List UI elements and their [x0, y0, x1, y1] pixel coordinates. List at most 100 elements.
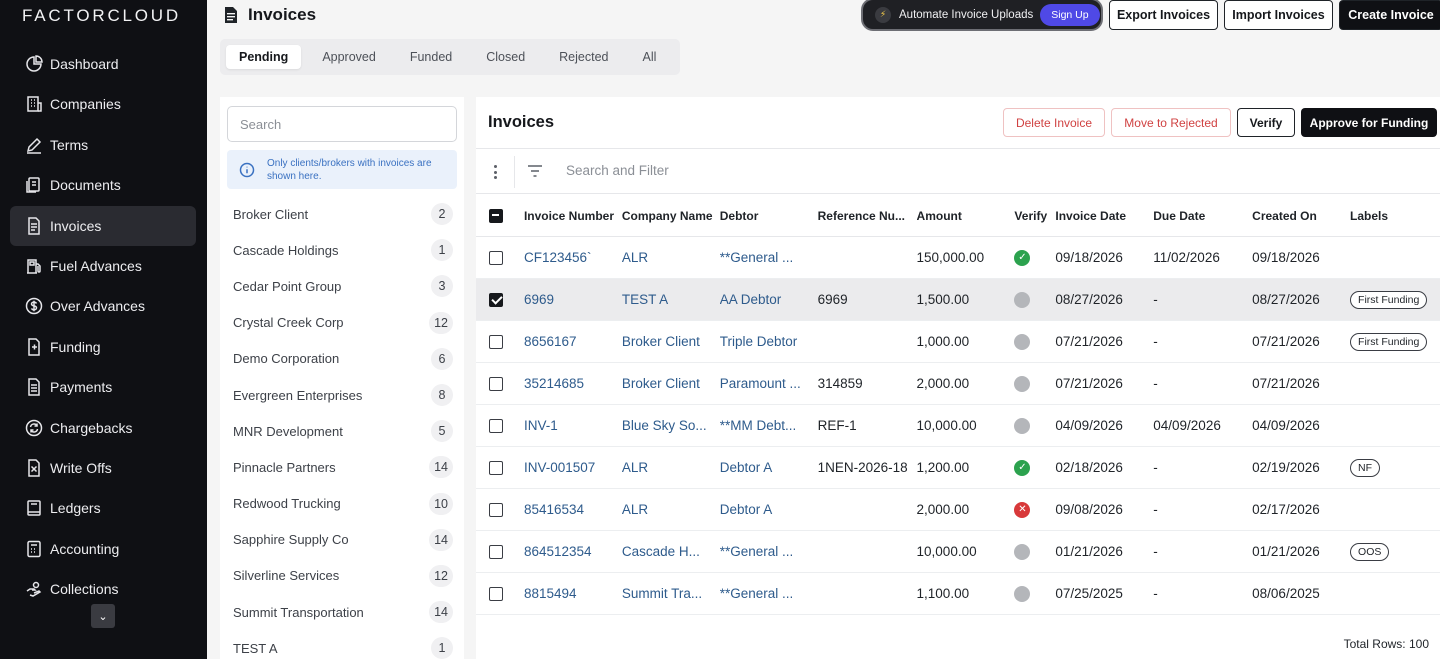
more-vertical-icon[interactable]: [490, 163, 500, 181]
company-name-link[interactable]: TEST A: [621, 292, 669, 307]
column-header[interactable]: Debtor: [719, 208, 759, 223]
invoice-number-link[interactable]: 8815494: [523, 586, 577, 601]
company-name-link[interactable]: Broker Client: [621, 334, 700, 349]
client-list-item[interactable]: Cedar Point Group 3: [220, 268, 464, 304]
label-chip[interactable]: First Funding: [1350, 332, 1428, 351]
company-name-link[interactable]: Summit Tra...: [621, 586, 703, 601]
row-checkbox[interactable]: [489, 460, 503, 475]
invoice-number-link[interactable]: 864512354: [523, 544, 592, 559]
label-chip[interactable]: NF: [1350, 458, 1381, 477]
debtor-link[interactable]: Debtor A: [719, 460, 773, 475]
brand-logo[interactable]: FACTORCLOUD: [22, 6, 181, 25]
sidebar-item-dashboard[interactable]: Dashboard: [10, 44, 196, 84]
company-name-link[interactable]: Cascade H...: [621, 544, 700, 559]
invoice-number-link[interactable]: 85416534: [523, 502, 585, 517]
delete-invoice-button[interactable]: Delete Invoice: [1003, 108, 1105, 137]
row-checkbox[interactable]: [489, 292, 503, 307]
row-checkbox[interactable]: [489, 376, 503, 391]
invoice-number-link[interactable]: 6969: [523, 292, 555, 307]
client-list-item[interactable]: Pinnacle Partners 14: [220, 449, 464, 485]
filter-icon[interactable]: [527, 164, 543, 178]
row-checkbox[interactable]: [489, 586, 503, 601]
company-name-link[interactable]: Broker Client: [621, 376, 700, 391]
debtor-link[interactable]: Debtor A: [719, 502, 773, 517]
column-header[interactable]: Labels: [1350, 208, 1389, 223]
column-header[interactable]: Invoice Number: [523, 208, 614, 223]
sidebar-item-ledgers[interactable]: Ledgers: [10, 488, 196, 528]
export-invoices-button[interactable]: Export Invoices: [1109, 0, 1218, 30]
client-list-item[interactable]: MNR Development 5: [220, 413, 464, 449]
client-list-item[interactable]: Crystal Creek Corp 12: [220, 305, 464, 341]
verify-button[interactable]: Verify: [1237, 108, 1295, 137]
company-name-link[interactable]: Blue Sky So...: [621, 418, 707, 433]
company-name-link[interactable]: ALR: [621, 502, 649, 517]
import-invoices-button[interactable]: Import Invoices: [1224, 0, 1333, 30]
select-all-checkbox[interactable]: [489, 208, 503, 223]
tab-approved[interactable]: Approved: [322, 50, 376, 64]
create-invoice-button[interactable]: Create Invoice: [1339, 0, 1440, 30]
column-header[interactable]: Due Date: [1153, 208, 1206, 223]
sidebar-item-over-advances[interactable]: Over Advances: [10, 286, 196, 326]
row-checkbox[interactable]: [489, 502, 503, 517]
search-filter-input[interactable]: Search and Filter: [566, 163, 669, 178]
debtor-link[interactable]: **General ...: [719, 250, 794, 265]
table-row[interactable]: 8656167 Broker Client Triple Debtor 1,000.0…: [476, 321, 1440, 363]
column-header[interactable]: Amount: [916, 208, 962, 223]
invoice-number-link[interactable]: INV-001507: [523, 460, 596, 475]
column-header[interactable]: Verify: [1014, 208, 1048, 223]
debtor-link[interactable]: **General ...: [719, 544, 794, 559]
sidebar-item-funding[interactable]: Funding: [10, 327, 196, 367]
column-header[interactable]: Invoice Date: [1055, 208, 1127, 223]
tab-rejected[interactable]: Rejected: [559, 50, 609, 64]
invoice-number-link[interactable]: CF123456`: [523, 250, 592, 265]
row-checkbox[interactable]: [489, 334, 503, 349]
client-list-item[interactable]: Demo Corporation 6: [220, 341, 464, 377]
table-row[interactable]: 864512354 Cascade H... **General ... 10,000…: [476, 531, 1440, 573]
row-checkbox[interactable]: [489, 418, 503, 433]
table-row[interactable]: CF123456` ALR **General ... 150,000.00 ✓ 09/1…: [476, 237, 1440, 279]
sidebar-item-chargebacks[interactable]: Chargebacks: [10, 408, 196, 448]
sidebar-item-documents[interactable]: Documents: [10, 165, 196, 205]
sidebar-item-invoices[interactable]: Invoices: [10, 205, 196, 246]
tab-funded[interactable]: Funded: [409, 50, 453, 64]
invoice-number-link[interactable]: 8656167: [523, 334, 577, 349]
client-list-item[interactable]: Broker Client 2: [220, 196, 464, 232]
table-row[interactable]: 8815494 Summit Tra... **General ... 1,100.0…: [476, 573, 1440, 615]
company-name-link[interactable]: ALR: [621, 250, 649, 265]
invoice-number-link[interactable]: 35214685: [523, 376, 585, 391]
client-list-item[interactable]: Cascade Holdings 1: [220, 232, 464, 268]
sidebar-item-collections[interactable]: Collections: [10, 569, 196, 609]
sidebar-item-terms[interactable]: Terms: [10, 125, 196, 165]
move-to-rejected-button[interactable]: Move to Rejected: [1111, 108, 1231, 137]
debtor-link[interactable]: **General ...: [719, 586, 794, 601]
sidebar-item-write-offs[interactable]: Write Offs: [10, 448, 196, 488]
table-row[interactable]: 35214685 Broker Client Paramount ... 314859…: [476, 363, 1440, 405]
company-name-link[interactable]: ALR: [621, 460, 649, 475]
table-row[interactable]: 6969 TEST A AA Debtor 6969 1,500.00 08/27/202…: [476, 279, 1440, 321]
label-chip[interactable]: OOS: [1350, 542, 1390, 561]
client-list-item[interactable]: Silverline Services 12: [220, 558, 464, 594]
client-search-input[interactable]: Search: [227, 106, 457, 142]
row-checkbox[interactable]: [489, 544, 503, 559]
sign-up-button[interactable]: Sign Up: [1040, 3, 1100, 26]
tab-closed[interactable]: Closed: [486, 50, 526, 64]
sidebar-item-companies[interactable]: Companies: [10, 84, 196, 124]
client-list-item[interactable]: TEST A 1: [220, 630, 464, 659]
column-header[interactable]: Reference Nu...: [817, 208, 906, 223]
debtor-link[interactable]: **MM Debt...: [719, 418, 797, 433]
debtor-link[interactable]: Paramount ...: [719, 376, 801, 391]
table-row[interactable]: INV-001507 ALR Debtor A 1NEN-2026-18 1,200.0…: [476, 447, 1440, 489]
debtor-link[interactable]: Triple Debtor: [719, 334, 798, 349]
tab-pending[interactable]: Pending: [226, 45, 302, 69]
sidebar-expand-button[interactable]: ⌄: [91, 604, 115, 628]
sidebar-item-fuel-advances[interactable]: Fuel Advances: [10, 246, 196, 286]
row-checkbox[interactable]: [489, 250, 503, 265]
sidebar-item-accounting[interactable]: Accounting: [10, 529, 196, 569]
invoice-number-link[interactable]: INV-1: [523, 418, 558, 433]
client-list-item[interactable]: Redwood Trucking 10: [220, 486, 464, 522]
approve-for-funding-button[interactable]: Approve for Funding: [1301, 108, 1437, 137]
sidebar-item-payments[interactable]: Payments: [10, 367, 196, 407]
tab-all[interactable]: All: [642, 50, 657, 64]
debtor-link[interactable]: AA Debtor: [719, 292, 782, 307]
column-header[interactable]: Company Name: [621, 208, 713, 223]
